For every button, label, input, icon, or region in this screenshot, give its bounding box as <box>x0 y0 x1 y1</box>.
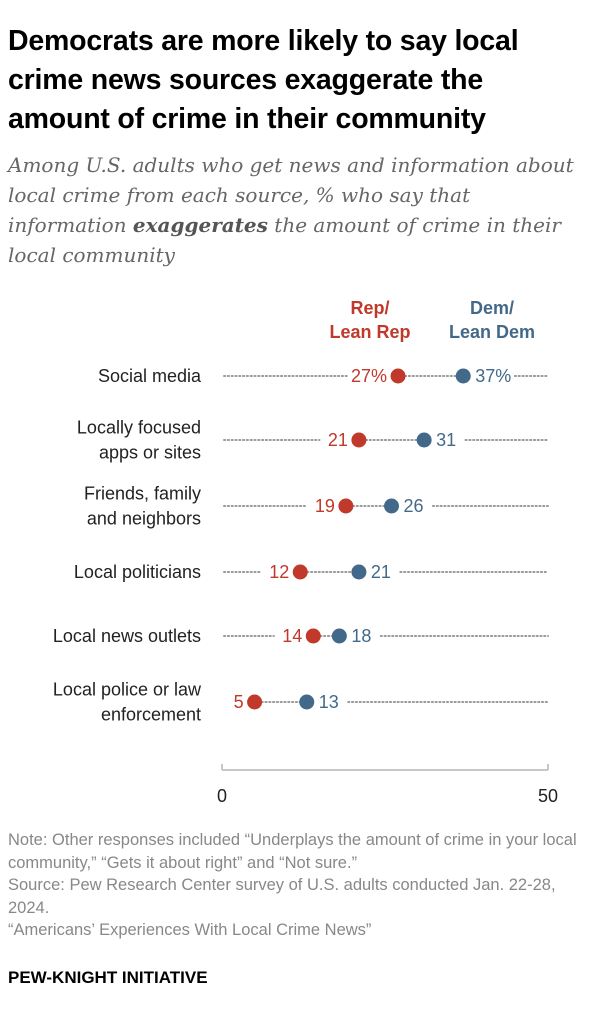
chart-footer: Note: Other responses included “Underpla… <box>8 829 588 942</box>
dem-dot <box>351 564 367 580</box>
legend-dem-label: Dem/ <box>470 298 514 318</box>
dem-value-label: 37% <box>475 366 511 386</box>
rep-dot <box>292 564 308 580</box>
category-label: apps or sites <box>99 443 201 463</box>
x-tick-label: 50 <box>538 786 558 806</box>
rep-value-label: 5 <box>234 692 244 712</box>
dem-dot <box>455 368 471 384</box>
subtitle-emphasis: exaggerates <box>132 213 268 237</box>
legend-rep-label: Rep/ <box>350 298 389 318</box>
rep-value-label: 27% <box>351 366 387 386</box>
subtitle-text-end: the amount of crime in their local commu… <box>8 213 561 267</box>
rep-dot <box>351 432 367 448</box>
dem-value-label: 21 <box>371 562 391 582</box>
rep-dot <box>338 498 354 514</box>
chart-title: Democrats are more likely to say local c… <box>8 25 519 135</box>
dem-dot <box>384 498 400 514</box>
rep-value-label: 14 <box>282 626 302 646</box>
dem-dot <box>416 432 432 448</box>
category-label: Locally focused <box>77 418 201 438</box>
dem-value-label: 26 <box>404 496 424 516</box>
chart-subtitle: Among U.S. adults who get news and infor… <box>8 150 583 270</box>
rep-value-label: 12 <box>269 562 289 582</box>
category-label: Friends, family <box>84 484 201 504</box>
subtitle-text: Among U.S. adults who get news and infor… <box>8 153 574 237</box>
legend-dem-label: Lean Dem <box>449 322 535 342</box>
category-label: Local news outlets <box>53 626 201 646</box>
dem-dot <box>331 628 347 644</box>
category-label: Local police or law <box>53 680 202 700</box>
dem-dot <box>299 694 315 710</box>
x-tick-label: 0 <box>217 786 227 806</box>
rep-value-label: 21 <box>328 430 348 450</box>
category-label: and neighbors <box>87 509 201 529</box>
dem-value-label: 31 <box>436 430 456 450</box>
note-text: Note: Other responses included “Underpla… <box>8 831 577 872</box>
rep-value-label: 19 <box>315 496 335 516</box>
rep-dot <box>305 628 321 644</box>
rep-dot <box>390 368 406 384</box>
brand-label: PEW-KNIGHT INITIATIVE <box>8 968 208 987</box>
report-title: “Americans’ Experiences With Local Crime… <box>8 921 372 939</box>
category-label: Local politicians <box>74 562 201 582</box>
legend-rep-label: Lean Rep <box>329 322 410 342</box>
dem-value-label: 18 <box>351 626 371 646</box>
dot-plot-chart: Rep/Lean Rep Dem/Lean Dem Social media 27% 3… <box>53 298 558 806</box>
dem-value-label: 13 <box>319 692 339 712</box>
source-text: Source: Pew Research Center survey of U.… <box>8 876 556 917</box>
rep-dot <box>247 694 263 710</box>
category-label: Social media <box>98 366 202 386</box>
category-label: enforcement <box>101 705 201 725</box>
